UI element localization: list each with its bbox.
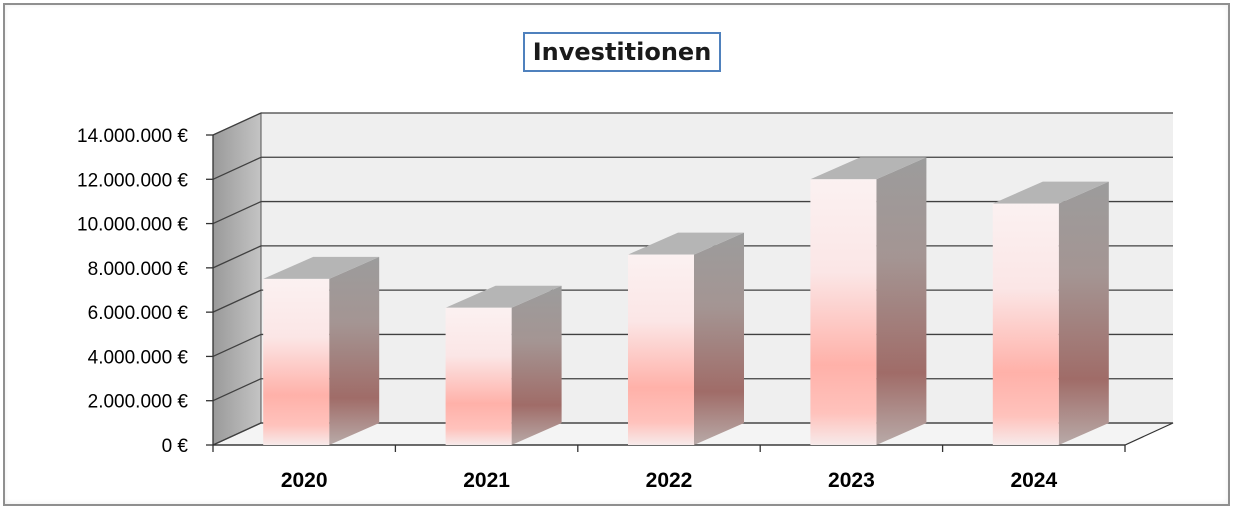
x-tick-label: 2022: [646, 469, 693, 492]
bar-side: [1058, 181, 1109, 445]
gridline-depth: [212, 333, 262, 358]
bar-side: [694, 232, 744, 445]
bar-2021: [445, 285, 562, 445]
y-tick-label: 12.000.000 €: [77, 170, 188, 191]
bar-side: [329, 256, 380, 445]
x-tick-label: 2021: [463, 469, 510, 492]
x-tick-label: 2024: [1010, 469, 1057, 492]
bar-top: [445, 285, 562, 308]
bar-top: [810, 157, 927, 180]
gridline-depth: [212, 245, 262, 269]
gridline-depth: [212, 422, 262, 446]
bar-top: [628, 232, 744, 255]
x-tick-label: 2023: [828, 469, 875, 492]
bar-2022: [628, 232, 744, 445]
bar-front: [628, 254, 694, 445]
y-tick-label: 4.000.000 €: [88, 347, 189, 368]
gridline-depth: [212, 289, 262, 313]
gridline-depth: [212, 200, 262, 225]
gridline-depth: [212, 378, 262, 402]
bar-2024: [992, 181, 1109, 445]
y-tick-label: 6.000.000 €: [88, 303, 189, 324]
chart-title: Investitionen: [523, 32, 721, 72]
x-tick-label: 2020: [281, 469, 328, 492]
y-tick-label: 8.000.000 €: [88, 259, 189, 280]
y-tick-label: 2.000.000 €: [88, 392, 189, 413]
bar-2023: [810, 157, 927, 446]
gridline-depth: [212, 112, 262, 136]
side-wall: [212, 112, 262, 446]
bar-front: [263, 278, 330, 445]
gridline-depth: [212, 156, 262, 180]
bar-front: [445, 307, 512, 445]
bar-side: [876, 157, 927, 446]
bar-front: [992, 203, 1059, 445]
bar-2020: [263, 256, 380, 445]
y-tick-label: 0 €: [162, 436, 189, 457]
bar-side: [511, 285, 562, 445]
y-tick-label: 14.000.000 €: [77, 126, 188, 147]
y-tick-label: 10.000.000 €: [77, 215, 188, 236]
bar-top: [263, 256, 380, 279]
bar-front: [810, 179, 877, 446]
bar-top: [992, 181, 1109, 204]
